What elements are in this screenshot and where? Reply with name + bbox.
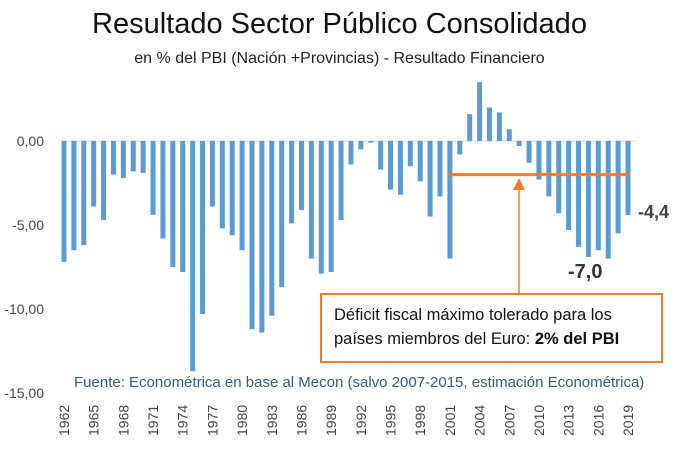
source-note: Fuente: Econométrica en base al Mecon (s… [74, 374, 645, 391]
annotation-box: Déficit fiscal máximo tolerado para los … [320, 293, 663, 363]
bar-2004 [477, 82, 483, 141]
x-tick-label: 1980 [234, 405, 250, 436]
bar-1999 [427, 141, 433, 217]
x-tick-label: 1995 [383, 405, 399, 436]
data-label-2017: -7,0 [568, 261, 603, 283]
bar-1962 [61, 141, 67, 262]
bar-1983 [269, 141, 275, 316]
x-tick-label: 1965 [86, 405, 102, 436]
bar-2000 [437, 141, 443, 197]
chart-title: Resultado Sector Público Consolidado [92, 8, 587, 40]
bar-2012 [556, 141, 562, 214]
bar-1995 [388, 141, 394, 190]
bar-1967 [110, 141, 116, 175]
bar-2019 [625, 141, 631, 215]
x-tick-label: 1971 [145, 405, 161, 436]
x-tick-label: 1977 [204, 405, 220, 436]
y-tick-label: -5,00 [12, 217, 44, 233]
bar-2011 [546, 141, 552, 197]
bar-2009 [526, 141, 532, 163]
bar-1980 [239, 141, 245, 251]
bar-1985 [289, 141, 295, 224]
data-label-2019: -4,4 [638, 202, 670, 222]
x-tick-label: 2004 [472, 405, 488, 436]
bar-1975 [190, 141, 196, 372]
bar-1988 [318, 141, 324, 274]
bar-1966 [101, 141, 107, 220]
bar-2017 [605, 141, 611, 259]
bar-1997 [407, 141, 413, 167]
chart-subtitle: en % del PBI (Nación +Provincias) - Resu… [134, 50, 545, 67]
annotation-line-2: países miembros del Euro: 2% del PBI [334, 327, 649, 351]
bar-1998 [417, 141, 423, 182]
bar-1981 [249, 141, 255, 330]
annotation-highlight: 2% del PBI [534, 330, 620, 348]
x-tick-label: 2019 [620, 405, 636, 436]
bar-1996 [397, 141, 403, 195]
y-tick-label: -15,00 [4, 385, 44, 401]
bar-2005 [486, 107, 492, 141]
bar-2014 [576, 141, 582, 247]
bar-1994 [378, 141, 384, 170]
bar-1970 [140, 141, 146, 173]
bar-1963 [71, 141, 77, 251]
bar-1989 [328, 141, 334, 273]
bar-2002 [457, 141, 463, 155]
bar-2006 [496, 112, 502, 141]
bar-2016 [595, 141, 601, 251]
x-tick-label: 2007 [501, 405, 517, 436]
x-tick-label: 1998 [412, 405, 428, 436]
bar-1974 [180, 141, 186, 273]
bar-1972 [160, 141, 166, 239]
x-tick-label: 1962 [56, 405, 72, 436]
bar-1976 [200, 141, 206, 315]
x-tick-label: 2016 [590, 405, 606, 436]
x-tick-label: 1974 [175, 405, 191, 436]
bar-1973 [170, 141, 176, 267]
x-tick-label: 1992 [353, 405, 369, 436]
x-tick-label: 1986 [293, 405, 309, 436]
bar-2018 [615, 141, 621, 234]
bar-1968 [120, 141, 126, 178]
x-tick-label: 2001 [442, 405, 458, 436]
bar-1971 [150, 141, 156, 215]
bar-2008 [516, 141, 522, 147]
bar-1986 [298, 141, 304, 210]
bar-1978 [219, 141, 225, 229]
x-tick-label: 2013 [561, 405, 577, 436]
bar-1977 [209, 141, 215, 207]
bar-2013 [566, 141, 572, 231]
y-tick-label: -10,00 [4, 301, 44, 317]
bar-1965 [91, 141, 97, 207]
bar-1991 [348, 141, 354, 165]
bar-1993 [368, 141, 374, 143]
bar-2003 [467, 114, 473, 141]
bar-2001 [447, 141, 453, 259]
bar-1964 [81, 141, 87, 246]
x-tick-label: 1968 [115, 405, 131, 436]
x-tick-label: 1983 [264, 405, 280, 436]
bar-2015 [585, 141, 591, 257]
annotation-arrow-head-icon [513, 178, 525, 190]
bar-1982 [259, 141, 265, 333]
bar-1979 [229, 141, 235, 236]
bar-2010 [536, 141, 542, 180]
y-tick-label: 0,00 [17, 133, 44, 149]
annotation-text: países miembros del Euro: [334, 330, 535, 348]
x-tick-label: 2010 [531, 405, 547, 436]
x-tick-label: 1989 [323, 405, 339, 436]
bar-1990 [338, 141, 344, 220]
bar-1992 [358, 141, 364, 150]
bar-1969 [130, 141, 136, 172]
annotation-line-1: Déficit fiscal máximo tolerado para los [334, 306, 612, 324]
bar-2007 [506, 129, 512, 141]
bar-1987 [308, 141, 314, 259]
bar-1984 [279, 141, 285, 288]
